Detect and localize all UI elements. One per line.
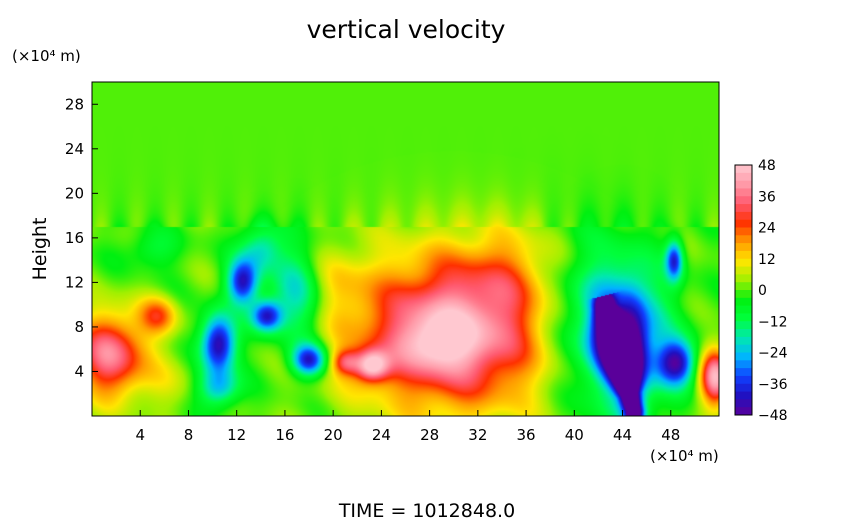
y-tick-label-2: 12 — [65, 273, 84, 291]
x-tick-label-11: 48 — [661, 426, 680, 444]
x-tick-label-9: 40 — [565, 426, 584, 444]
y-tick-label-4: 20 — [65, 184, 84, 202]
colorbar-swatch-2 — [735, 180, 752, 189]
colorbar-swatch-4 — [735, 196, 752, 205]
x-tick-label-7: 32 — [468, 426, 487, 444]
colorbar-swatch-27 — [735, 375, 752, 385]
y-axis: 4 8 12 16 20 24 28 — [65, 95, 98, 380]
chart-title: vertical velocity — [307, 15, 506, 44]
colorbar-label-4: 0 — [758, 283, 767, 299]
y-unit-label: (×10⁴ m) — [12, 47, 81, 65]
colorbar-swatch-0 — [735, 165, 752, 174]
colorbar-swatch-13 — [735, 266, 752, 275]
x-tick-label-6: 28 — [420, 426, 439, 444]
colorbar-swatch-6 — [735, 211, 752, 221]
colorbar-swatch-26 — [735, 368, 752, 377]
y-tick-label-3: 16 — [65, 229, 84, 247]
colorbar-label-6: −24 — [758, 346, 788, 362]
colorbar-swatch-8 — [735, 227, 752, 236]
colorbar-label-5: −12 — [758, 314, 788, 330]
y-axis-label: Height — [29, 218, 51, 281]
colorbar-swatches — [735, 165, 752, 416]
colorbar-swatch-15 — [735, 282, 752, 291]
colorbar-swatch-19 — [735, 313, 752, 322]
x-axis: 4 8 12 16 20 24 28 32 36 40 44 48 — [135, 410, 680, 444]
colorbar-swatch-28 — [735, 383, 752, 393]
colorbar-label-3: 12 — [758, 252, 776, 268]
x-unit-label: (×10⁴ m) — [650, 447, 719, 465]
colorbar-swatch-12 — [735, 258, 752, 268]
colorbar-swatch-22 — [735, 336, 752, 346]
colorbar-swatch-3 — [735, 188, 752, 197]
colorbar-label-0: 48 — [758, 158, 776, 174]
x-tick-label-5: 24 — [372, 426, 391, 444]
colorbar-label-1: 36 — [758, 189, 776, 205]
colorbar-swatch-17 — [735, 297, 752, 307]
colorbar-swatch-30 — [735, 399, 752, 408]
x-tick-label-3: 16 — [275, 426, 294, 444]
colorbar-swatch-29 — [735, 391, 752, 400]
colorbar-frame — [734, 164, 753, 416]
colorbar-swatch-31 — [735, 407, 752, 416]
y-tick-label-6: 28 — [65, 95, 84, 113]
colorbar-swatch-10 — [735, 243, 752, 252]
colorbar-swatch-20 — [735, 321, 752, 330]
x-tick-label-10: 44 — [613, 426, 632, 444]
colorbar-swatch-23 — [735, 344, 752, 353]
colorbar-label-8: −48 — [758, 408, 788, 424]
colorbar-swatch-5 — [735, 204, 752, 213]
plot-frame — [91, 81, 720, 417]
vertical-velocity-field — [92, 82, 719, 416]
colorbar-labels: 48 36 24 12 0 −12 −24 −36 −48 — [758, 158, 788, 424]
colorbar-swatch-1 — [735, 172, 752, 182]
y-tick-label-5: 24 — [65, 140, 84, 158]
colorbar-swatch-18 — [735, 305, 752, 314]
y-tick-label-1: 8 — [74, 318, 84, 336]
x-tick-label-8: 36 — [517, 426, 536, 444]
colorbar-swatch-9 — [735, 235, 752, 244]
colorbar-swatch-7 — [735, 219, 752, 228]
plot-area — [91, 81, 720, 417]
x-tick-label-2: 12 — [227, 426, 246, 444]
x-tick-label-4: 20 — [324, 426, 343, 444]
time-label: TIME = 1012848.0 — [338, 500, 515, 519]
colorbar-swatch-24 — [735, 352, 752, 361]
colorbar-swatch-25 — [735, 360, 752, 369]
colorbar-label-7: −36 — [758, 377, 788, 393]
colorbar-swatch-21 — [735, 329, 752, 338]
x-tick-label-0: 4 — [135, 426, 145, 444]
colorbar: 48 36 24 12 0 −12 −24 −36 −48 — [734, 158, 788, 424]
colorbar-swatch-14 — [735, 274, 752, 283]
colorbar-swatch-11 — [735, 250, 752, 260]
x-tick-label-1: 8 — [184, 426, 194, 444]
y-tick-label-0: 4 — [74, 362, 84, 380]
colorbar-label-2: 24 — [758, 221, 776, 237]
colorbar-swatch-16 — [735, 290, 752, 299]
